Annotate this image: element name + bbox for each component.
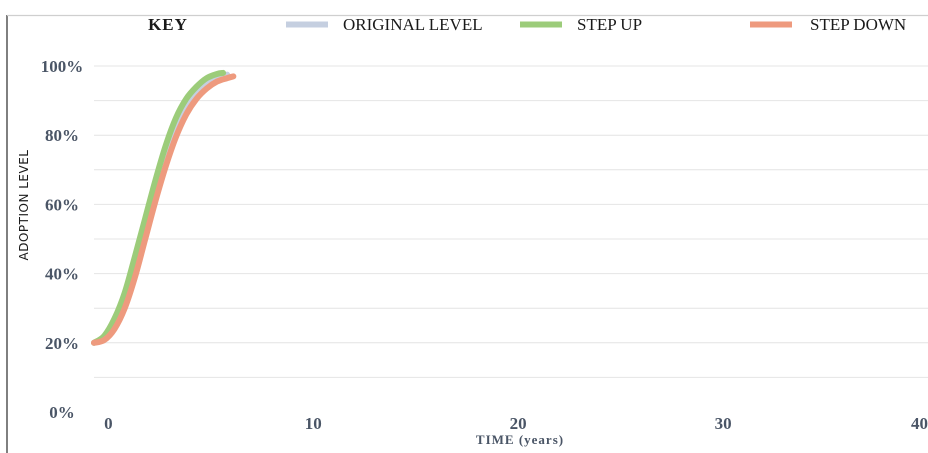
series-layer [91,69,237,346]
legend-swatch-step-down [750,21,792,28]
x-tick-label: 40 [911,414,928,433]
series-line-original-level [91,71,231,346]
y-tick-label: 0% [49,403,75,422]
x-tick-label: 10 [305,414,322,433]
x-tick-label: 30 [715,414,732,433]
x-tick-label: 0 [104,414,113,433]
series-line-step-up [91,69,227,346]
legend-label-original-level: ORIGINAL LEVEL [343,15,483,34]
y-axis-label: ADOPTION LEVEL [17,150,31,261]
legend-swatch-original-level [286,21,328,28]
grid-layer [94,65,928,378]
legend-label-step-up: STEP UP [577,15,642,34]
x-axis-label: TIME (years) [476,432,564,447]
y-tick-label: 20% [45,334,79,353]
series-line-step-down [91,73,237,346]
legend-swatch-step-up [520,21,562,28]
legend: KEY ORIGINAL LEVEL STEP UP STEP DOWN [148,15,906,34]
y-tick-labels: 0% 20% 40% 60% 80% 100% [41,57,84,422]
x-tick-labels: 0 10 20 30 40 [104,414,928,433]
y-tick-label: 60% [45,195,79,214]
y-tick-label: 80% [45,126,79,145]
y-tick-label: 40% [45,265,79,284]
y-tick-label: 100% [41,57,84,76]
legend-label-step-down: STEP DOWN [810,15,906,34]
axes-layer [6,14,928,453]
legend-title: KEY [148,15,188,34]
x-tick-label: 20 [510,414,527,433]
